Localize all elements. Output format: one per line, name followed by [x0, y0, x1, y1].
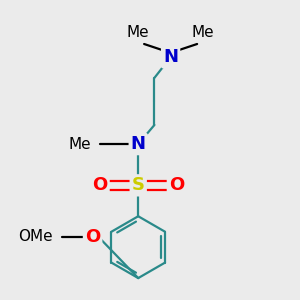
Text: O: O — [85, 228, 100, 246]
Text: O: O — [92, 176, 108, 194]
Text: S: S — [132, 176, 145, 194]
Text: Me: Me — [127, 25, 149, 40]
Text: N: N — [131, 135, 146, 153]
Text: O: O — [169, 176, 184, 194]
Text: Me: Me — [68, 136, 91, 152]
Text: N: N — [163, 48, 178, 66]
Text: Me: Me — [192, 25, 214, 40]
Text: OMe: OMe — [18, 230, 53, 244]
